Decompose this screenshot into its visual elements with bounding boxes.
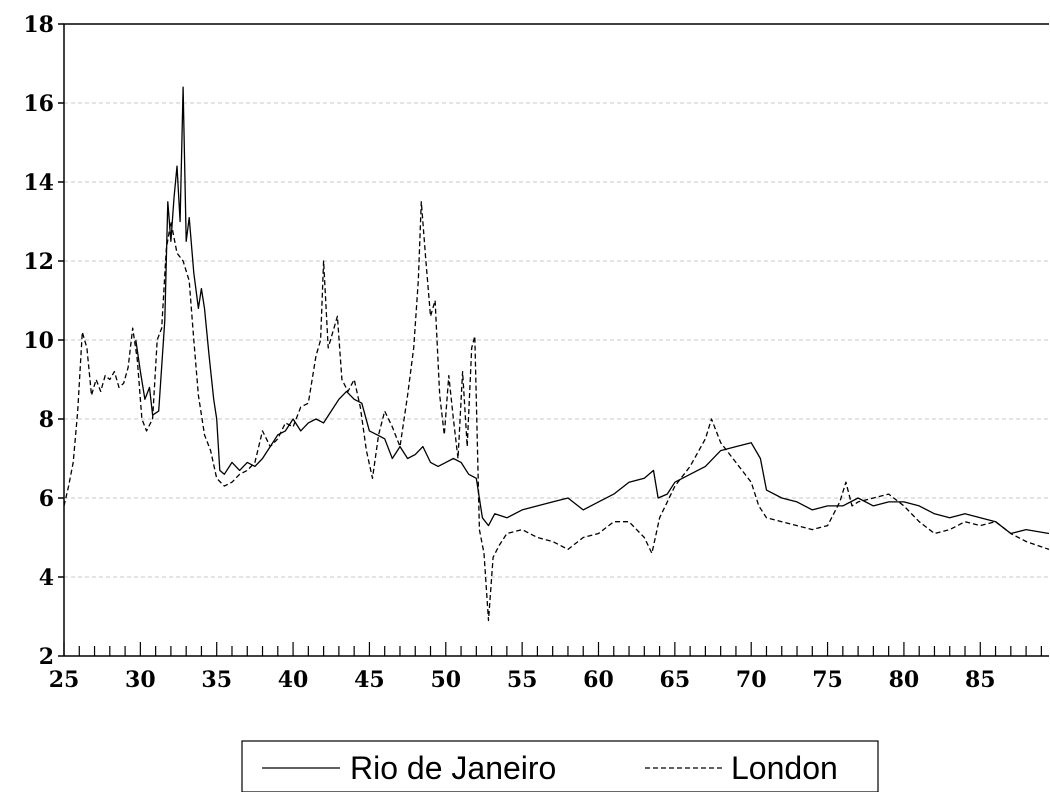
gridlines: [64, 103, 1049, 577]
series-lines: [64, 87, 1049, 620]
x-tick-label: 85: [965, 667, 996, 693]
x-tick-label: 80: [889, 667, 920, 693]
x-tick-label: 75: [812, 667, 843, 693]
legend-label: Rio de Janeiro: [350, 750, 556, 786]
x-tick-label: 50: [430, 667, 461, 693]
x-tick-label: 35: [201, 667, 232, 693]
y-tick-label: 10: [23, 328, 54, 354]
x-tick-label: 40: [278, 667, 309, 693]
y-tick-label: 6: [39, 486, 54, 512]
y-tick-label: 12: [23, 249, 54, 275]
x-tick-label: 45: [354, 667, 385, 693]
x-tick-label: 60: [583, 667, 614, 693]
series-line-london: [64, 202, 1049, 621]
x-tick-label: 70: [736, 667, 767, 693]
x-tick-label: 30: [125, 667, 156, 693]
y-tick-label: 4: [39, 565, 54, 591]
legend: Rio de Janeiro London: [242, 741, 878, 792]
y-tick-label: 18: [23, 12, 54, 38]
x-tick-label: 55: [507, 667, 538, 693]
series-line-rio-de-janeiro: [136, 87, 1049, 533]
legend-label: London: [731, 750, 838, 786]
x-tick-label: 65: [660, 667, 691, 693]
y-tick-label: 16: [23, 91, 54, 117]
x-tick-label: 25: [49, 667, 80, 693]
y-tick-label: 8: [39, 407, 54, 433]
y-tick-label: 14: [23, 170, 54, 196]
